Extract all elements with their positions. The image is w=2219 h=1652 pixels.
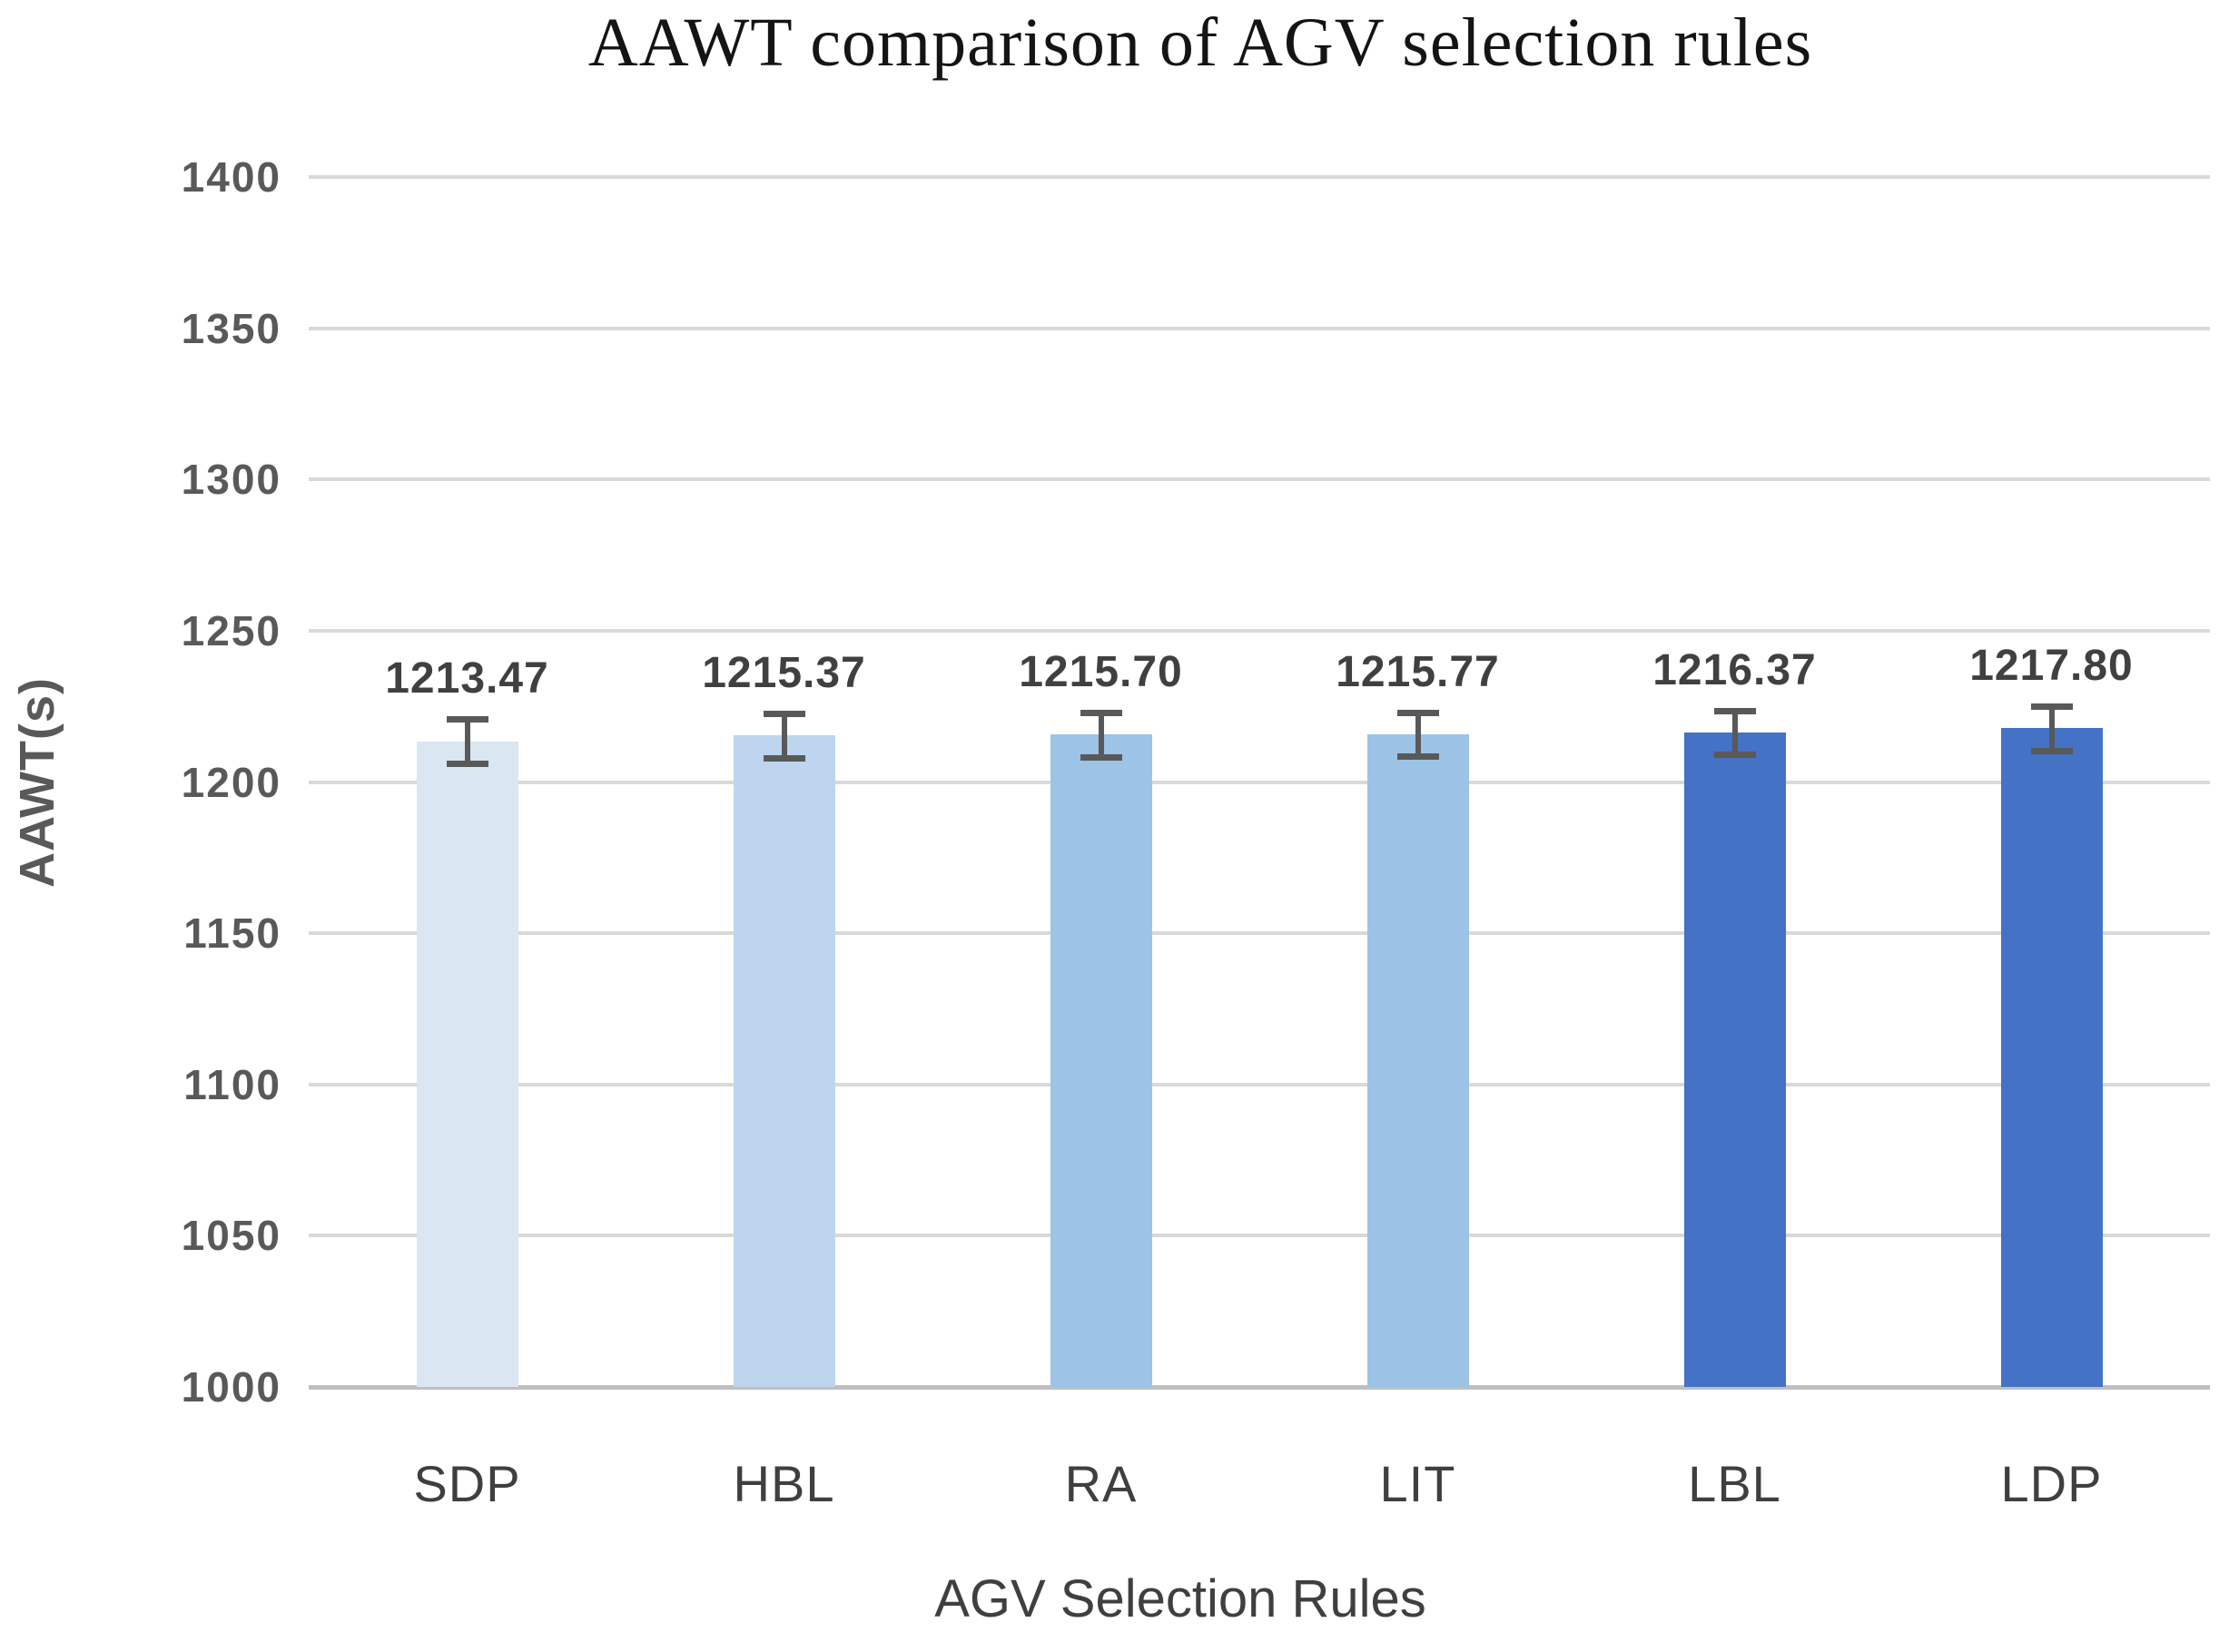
value-label: 1213.47	[385, 654, 549, 703]
y-tick-label: 1300	[181, 456, 281, 504]
error-bar-cap-bottom	[446, 760, 488, 767]
error-bar-line	[1098, 712, 1104, 757]
y-tick-label: 1250	[181, 606, 281, 654]
error-bar-line	[464, 719, 470, 763]
y-tick-label: 1050	[181, 1212, 281, 1260]
bar-lbl	[1683, 732, 1786, 1387]
error-bar-line	[2048, 705, 2055, 751]
gridline	[309, 477, 2210, 482]
x-axis-tick-labels: SDP HBL RA LIT LBL LDP	[309, 1387, 2210, 1532]
error-bar-cap-top	[2030, 703, 2073, 710]
error-bar-cap-top	[446, 716, 488, 723]
y-tick-label: 1000	[181, 1363, 281, 1411]
gridline	[309, 931, 2210, 936]
error-bar-cap-top	[1396, 709, 1439, 716]
y-tick-label: 1100	[183, 1060, 281, 1108]
error-bar-cap-bottom	[2030, 747, 2073, 754]
error-bar-cap-top	[1713, 707, 1756, 714]
y-tick-label: 1150	[183, 910, 281, 958]
x-axis-line	[309, 1385, 2210, 1390]
chart-title: AAWT comparison of AGV selection rules	[587, 5, 1813, 81]
value-label: 1216.37	[1652, 645, 1817, 694]
bar-ra	[1050, 734, 1152, 1387]
error-bar-line	[1415, 712, 1421, 757]
x-tick-label: SDP	[413, 1455, 521, 1512]
bar-sdp	[416, 741, 518, 1387]
gridline	[309, 175, 2210, 179]
error-bar-cap-top	[763, 710, 805, 717]
gridline	[309, 326, 2210, 330]
gridline	[309, 1234, 2210, 1238]
gridline	[309, 628, 2210, 633]
gridline	[309, 1082, 2210, 1087]
x-tick-label: LDP	[2000, 1455, 2103, 1512]
value-label: 1215.77	[1336, 647, 1500, 696]
error-bar-cap-top	[1080, 709, 1122, 716]
value-label: 1215.70	[1019, 647, 1183, 696]
y-tick-label: 1200	[181, 758, 281, 806]
error-bar-line	[781, 713, 787, 758]
bar-lit	[1366, 733, 1469, 1387]
value-label: 1217.80	[1969, 641, 2134, 690]
x-axis-title: AGV Selection Rules	[934, 1569, 1426, 1628]
error-bar-cap-bottom	[1396, 753, 1439, 761]
plot-area: 1213.47 1215.37 1215.70 1215.77 1216.37 1217.…	[309, 175, 2210, 1390]
error-bar-cap-bottom	[763, 754, 805, 762]
error-bar-cap-bottom	[1713, 752, 1756, 759]
x-tick-label: HBL	[733, 1455, 835, 1512]
error-bar-cap-bottom	[1080, 753, 1122, 761]
bar-hbl	[733, 735, 835, 1387]
x-tick-label: LIT	[1379, 1455, 1456, 1512]
gridline	[309, 780, 2210, 784]
error-bar-line	[1731, 710, 1738, 755]
y-axis-tick-labels: 1000 1050 1100 1150 1200 1250 1300 1350 1400	[36, 153, 281, 1411]
y-tick-label: 1400	[181, 153, 281, 201]
y-tick-label: 1350	[181, 304, 281, 352]
bar-ldp	[2000, 728, 2103, 1387]
x-tick-label: LBL	[1688, 1455, 1781, 1512]
x-tick-label: RA	[1064, 1455, 1138, 1512]
value-label: 1215.37	[702, 648, 866, 697]
